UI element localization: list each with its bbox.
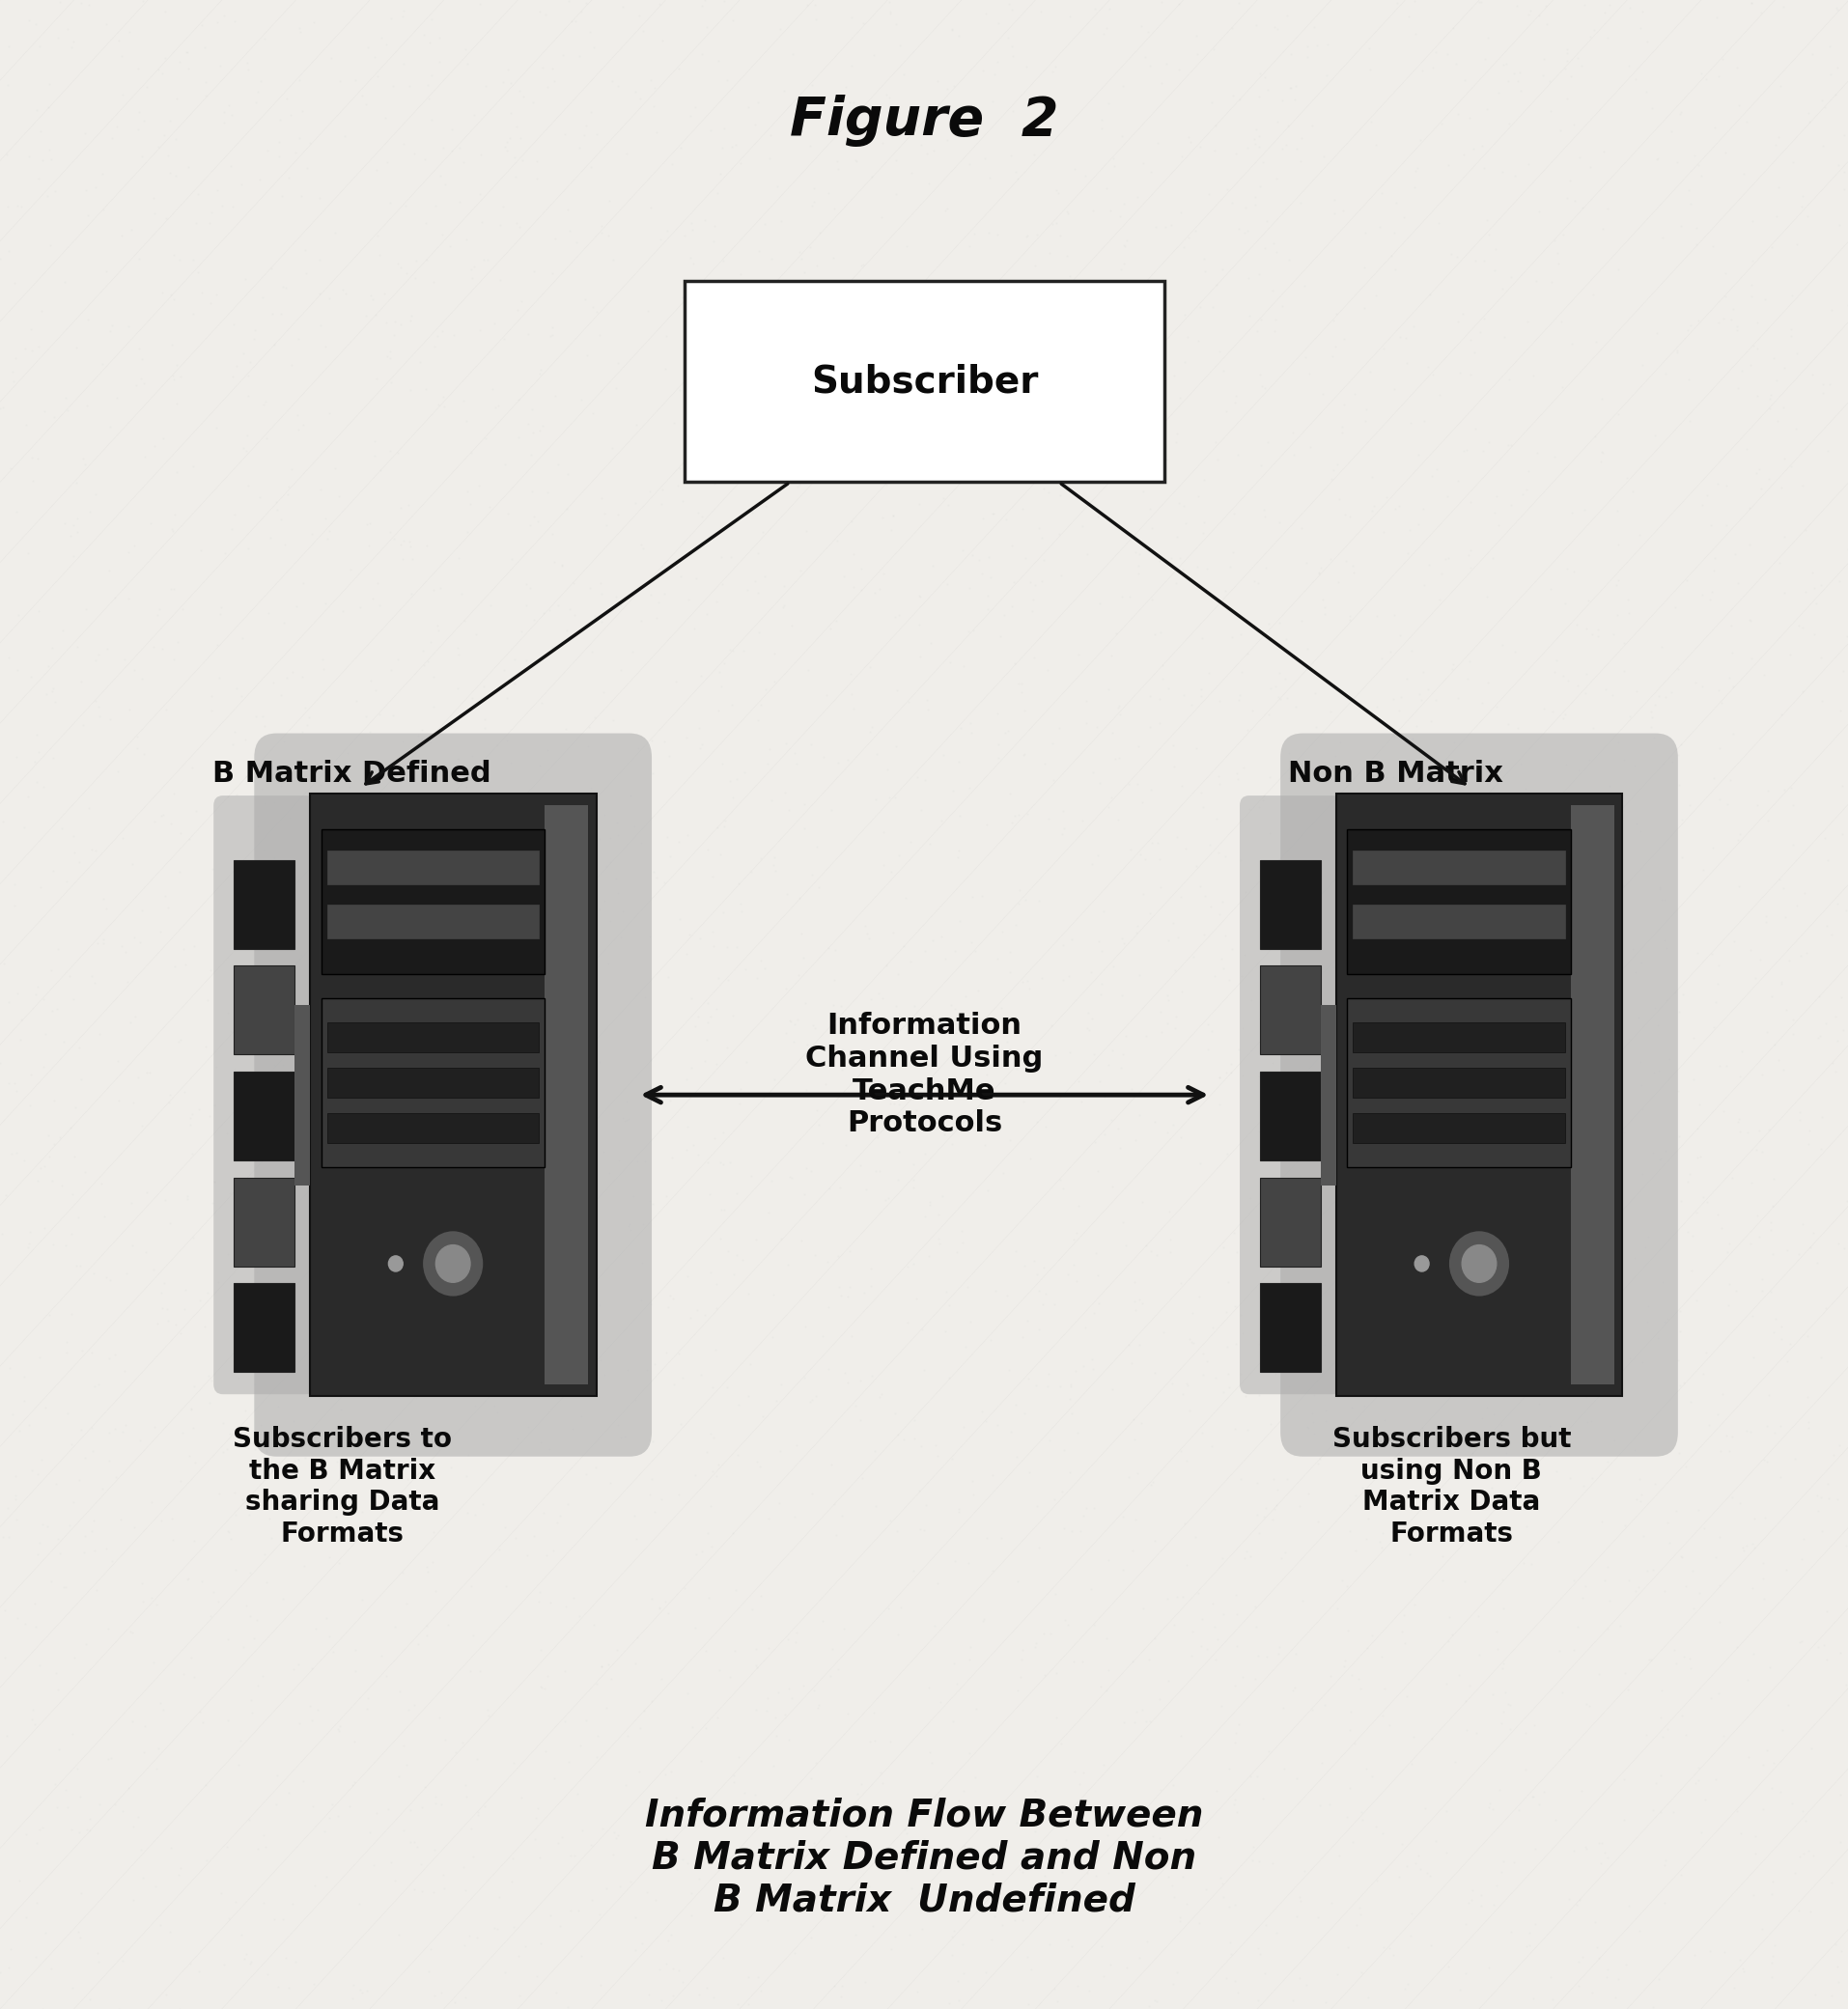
Text: Non B Matrix: Non B Matrix [1288,759,1502,788]
FancyBboxPatch shape [1353,852,1565,884]
FancyBboxPatch shape [327,852,540,884]
FancyBboxPatch shape [1353,1113,1565,1143]
Text: Figure  2: Figure 2 [789,94,1059,147]
Text: Subscribers to
the B Matrix
sharing Data
Formats: Subscribers to the B Matrix sharing Data… [233,1426,451,1547]
Circle shape [388,1256,403,1272]
FancyBboxPatch shape [322,998,545,1167]
FancyBboxPatch shape [213,796,314,1394]
FancyBboxPatch shape [310,794,597,1396]
FancyBboxPatch shape [327,904,540,938]
FancyBboxPatch shape [327,1113,540,1143]
FancyBboxPatch shape [296,1004,310,1185]
FancyBboxPatch shape [233,1177,296,1266]
FancyBboxPatch shape [1347,998,1571,1167]
Text: Information
Channel Using
TeachMe
Protocols: Information Channel Using TeachMe Protoc… [806,1013,1042,1137]
FancyBboxPatch shape [255,733,652,1457]
FancyBboxPatch shape [1260,1177,1321,1266]
FancyBboxPatch shape [1321,1004,1334,1185]
FancyBboxPatch shape [233,1284,296,1372]
FancyBboxPatch shape [1334,794,1623,1396]
FancyBboxPatch shape [233,860,296,948]
FancyBboxPatch shape [1353,904,1565,938]
FancyBboxPatch shape [1353,1067,1565,1097]
Circle shape [1414,1256,1429,1272]
Text: Subscribers but
using Non B
Matrix Data
Formats: Subscribers but using Non B Matrix Data … [1331,1426,1571,1547]
FancyBboxPatch shape [327,1067,540,1097]
FancyBboxPatch shape [684,281,1164,482]
Circle shape [1462,1246,1495,1282]
FancyBboxPatch shape [1353,1023,1565,1053]
FancyBboxPatch shape [1347,830,1571,974]
Text: B Matrix Defined: B Matrix Defined [213,759,490,788]
FancyBboxPatch shape [1279,733,1678,1457]
FancyBboxPatch shape [233,966,296,1055]
FancyBboxPatch shape [1260,966,1321,1055]
FancyBboxPatch shape [1260,860,1321,948]
Circle shape [1451,1232,1508,1294]
FancyBboxPatch shape [1260,1284,1321,1372]
FancyBboxPatch shape [545,806,588,1384]
FancyBboxPatch shape [233,1071,296,1161]
FancyBboxPatch shape [322,830,545,974]
FancyBboxPatch shape [1238,796,1342,1394]
FancyBboxPatch shape [1260,1071,1321,1161]
Circle shape [423,1232,480,1294]
FancyBboxPatch shape [1571,806,1613,1384]
Text: Subscriber: Subscriber [811,364,1037,400]
Text: Information Flow Between
B Matrix Defined and Non
B Matrix  Undefined: Information Flow Between B Matrix Define… [645,1798,1203,1919]
FancyBboxPatch shape [327,1023,540,1053]
Circle shape [436,1246,469,1282]
